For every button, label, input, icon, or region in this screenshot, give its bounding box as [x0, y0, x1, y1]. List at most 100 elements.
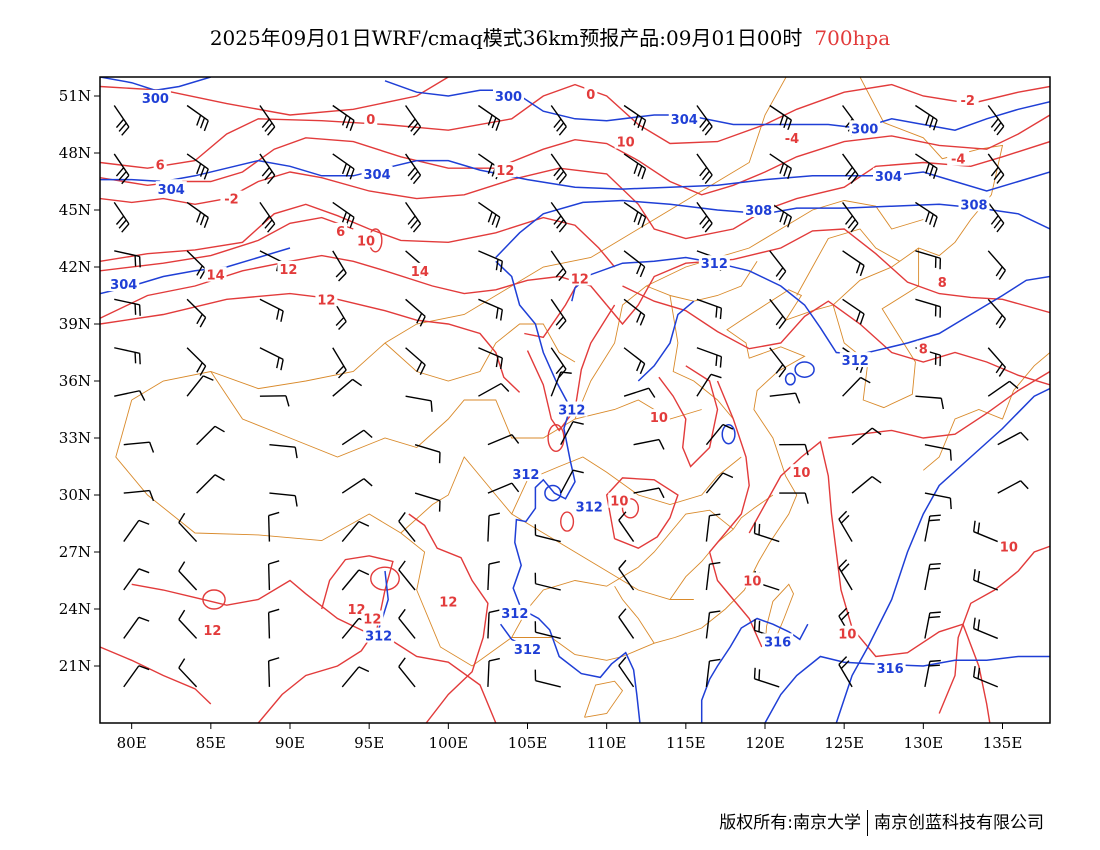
temperature-contour-label: 10 — [608, 492, 631, 510]
height-isoline — [495, 260, 641, 723]
wind-barbs — [113, 104, 1029, 688]
lat-tick-label: 36N — [59, 372, 91, 390]
wind-barb — [332, 104, 355, 132]
svg-text:304: 304 — [364, 168, 391, 183]
temperature-isotherm — [605, 477, 679, 549]
boundary-line — [511, 456, 742, 515]
wind-barb — [987, 380, 1019, 397]
lon-tick-label: 115E — [666, 734, 706, 752]
svg-text:8: 8 — [938, 276, 947, 291]
wind-barb — [478, 382, 510, 397]
wind-barb — [259, 105, 276, 136]
title-level: 700hpa — [814, 26, 891, 50]
temperature-contour-label: -2 — [220, 190, 243, 208]
temperature-contour-label: 10 — [836, 625, 859, 643]
wind-barb — [487, 609, 500, 639]
temperature-contour-label: 10 — [741, 572, 764, 590]
wind-barb — [259, 202, 276, 233]
wind-barb — [987, 201, 1005, 233]
boundary-line — [923, 352, 1050, 471]
wind-barb — [696, 347, 723, 368]
temperature-closed-contour — [202, 589, 226, 610]
wind-barb — [842, 153, 859, 184]
temperature-contour-label: 6 — [334, 222, 348, 240]
wind-barb — [618, 511, 635, 542]
temperature-contour-label: -2 — [956, 91, 979, 109]
svg-text:312: 312 — [501, 607, 528, 622]
height-isoline — [764, 655, 1050, 723]
wind-barb — [987, 105, 1005, 136]
svg-text:12: 12 — [439, 595, 457, 610]
lat-tick-label: 30N — [59, 486, 91, 504]
height-contour-label: 304 — [108, 276, 140, 293]
wind-barb — [696, 153, 713, 184]
svg-text:10: 10 — [617, 136, 635, 151]
wind-barb — [560, 421, 584, 445]
boundary-line — [384, 323, 576, 382]
wind-barb — [915, 298, 942, 318]
wind-barb — [123, 665, 150, 688]
height-contour-label: 312 — [573, 498, 605, 515]
wind-barb — [623, 201, 647, 228]
svg-text:14: 14 — [411, 265, 429, 280]
temperature-contour-label: 12 — [568, 270, 591, 287]
temperature-closed-contour — [560, 511, 575, 532]
wind-barb — [696, 201, 713, 233]
lon-tick-label: 85E — [196, 734, 226, 752]
svg-text:308: 308 — [960, 198, 987, 213]
wind-barb — [924, 562, 941, 591]
lat-tick-label: 33N — [59, 429, 91, 447]
wind-barb — [753, 667, 780, 688]
lon-tick-label: 110E — [587, 734, 627, 752]
wind-barb — [487, 512, 500, 542]
wind-barb — [269, 443, 298, 459]
wind-barb — [838, 656, 853, 688]
wind-barb — [753, 522, 780, 543]
temperature-isotherm — [100, 292, 521, 393]
lat-tick-label: 27N — [59, 543, 91, 561]
svg-text:0: 0 — [586, 88, 595, 103]
wind-barb — [973, 617, 999, 640]
temperature-isotherm — [708, 380, 763, 648]
wind-barb — [550, 201, 567, 233]
wind-barb — [550, 105, 567, 136]
temperature-contour-label: 12 — [277, 260, 300, 278]
svg-text:316: 316 — [764, 635, 791, 650]
svg-text:300: 300 — [495, 90, 522, 105]
svg-text:-4: -4 — [785, 132, 799, 147]
wind-barb — [618, 656, 635, 688]
svg-text:6: 6 — [336, 225, 345, 240]
svg-text:12: 12 — [496, 164, 514, 179]
svg-text:312: 312 — [365, 630, 392, 645]
temperature-contour-label: -4 — [780, 129, 803, 147]
wind-barb — [842, 250, 865, 277]
temperature-isotherm — [622, 285, 1050, 386]
wind-barb — [478, 104, 501, 131]
wind-barb — [123, 489, 155, 502]
copyright-company: 南京创蓝科技有限公司 — [874, 813, 1044, 833]
lon-tick-label: 130E — [904, 734, 944, 752]
lat-tick-label: 42N — [59, 258, 91, 276]
temperature-isotherm — [606, 228, 1050, 326]
wind-barb — [550, 298, 567, 330]
wind-barb — [332, 347, 347, 379]
svg-text:12: 12 — [347, 603, 365, 618]
boundary-line — [131, 77, 787, 401]
wind-barb — [405, 105, 422, 136]
wind-barb — [341, 666, 370, 688]
wind-barb — [405, 347, 426, 376]
svg-text:8: 8 — [919, 343, 928, 358]
wind-barb — [769, 250, 787, 281]
svg-text:312: 312 — [558, 404, 585, 419]
svg-text:14: 14 — [207, 269, 225, 284]
wind-barb — [550, 347, 567, 378]
temperature-isotherm — [100, 254, 608, 319]
lon-tick-label: 100E — [429, 734, 469, 752]
wind-barb — [341, 478, 373, 494]
svg-text:12: 12 — [317, 293, 335, 308]
temperature-closed-contour — [621, 498, 640, 519]
wind-barb — [478, 250, 503, 273]
boundary-line — [796, 228, 900, 296]
wind-barb — [842, 298, 865, 325]
wind-barb — [534, 524, 561, 543]
